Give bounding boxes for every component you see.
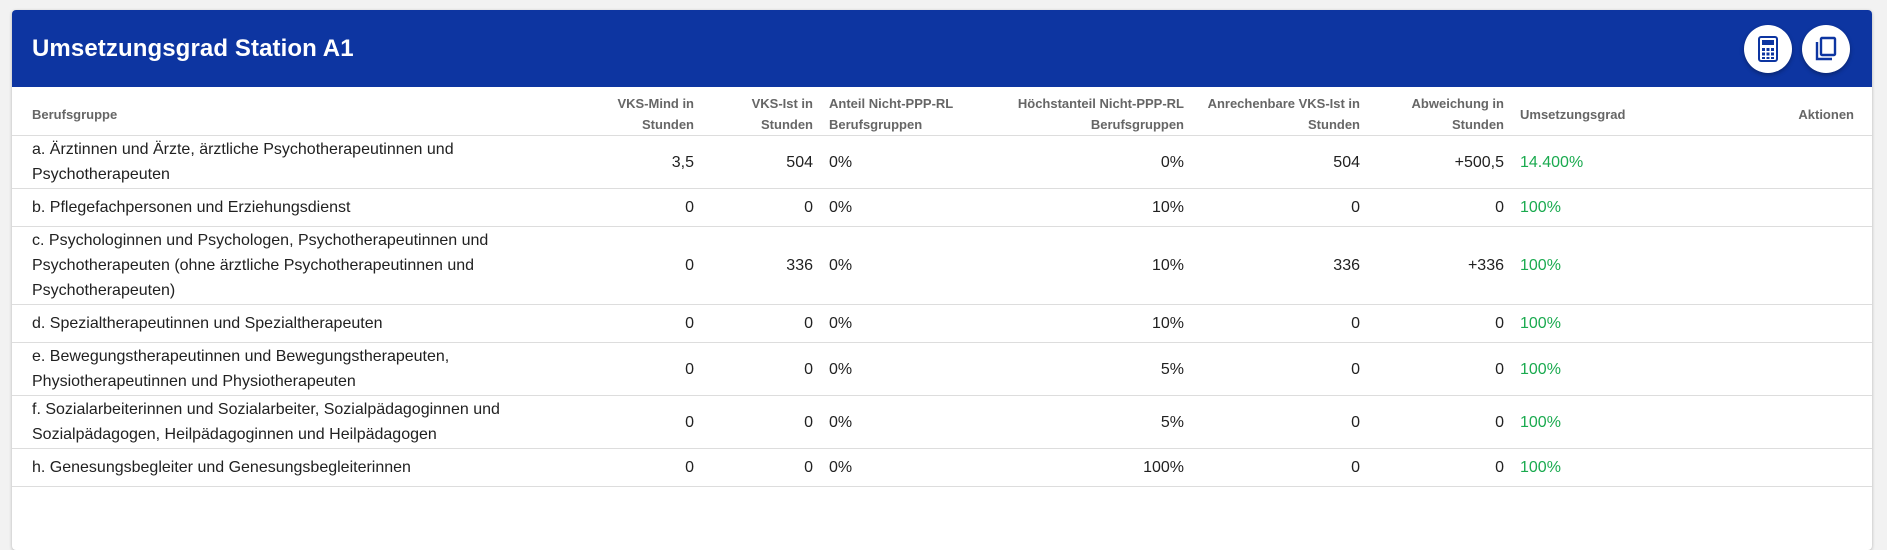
cell-vks-mind: 0 xyxy=(591,395,702,449)
cell-umsetzungsgrad: 14.400% xyxy=(1512,135,1662,189)
table-row[interactable]: f. Sozialarbeiterinnen und Sozialarbeite… xyxy=(12,395,1872,449)
cell-hoechstanteil: 0% xyxy=(985,135,1192,189)
table-row[interactable]: d. Spezialtherapeutinnen und Spezialther… xyxy=(12,304,1872,343)
col-header-hoechstanteil[interactable]: Höchstanteil Nicht-PPP-RL Berufsgruppen xyxy=(985,87,1192,136)
cell-umsetzungsgrad: 100% xyxy=(1512,226,1662,305)
cell-anrechenbare: 0 xyxy=(1192,304,1368,343)
cell-aktionen xyxy=(1662,226,1872,305)
cell-aktionen xyxy=(1662,135,1872,189)
cell-hoechstanteil: 10% xyxy=(985,226,1192,305)
cell-anrechenbare: 504 xyxy=(1192,135,1368,189)
col-header-abweichung[interactable]: Abweichung in Stunden xyxy=(1368,87,1512,136)
cell-aktionen xyxy=(1662,304,1872,343)
cell-anteil: 0% xyxy=(821,226,985,305)
cell-vks-ist: 0 xyxy=(702,342,821,396)
copy-button[interactable] xyxy=(1802,24,1850,73)
cell-abweichung: 0 xyxy=(1368,188,1512,227)
cell-vks-mind: 0 xyxy=(591,226,702,305)
cell-anteil: 0% xyxy=(821,188,985,227)
cell-vks-mind: 3,5 xyxy=(591,135,702,189)
cell-hoechstanteil: 100% xyxy=(985,448,1192,487)
cell-vks-mind: 0 xyxy=(591,342,702,396)
cell-umsetzungsgrad: 100% xyxy=(1512,304,1662,343)
copy-icon xyxy=(1815,36,1837,60)
cell-vks-ist: 0 xyxy=(702,188,821,227)
cell-berufsgruppe: f. Sozialarbeiterinnen und Sozialarbeite… xyxy=(12,395,591,449)
col-header-anteil[interactable]: Anteil Nicht-PPP-RL Berufsgruppen xyxy=(821,87,985,136)
table-row[interactable]: h. Genesungsbegleiter und Genesungsbegle… xyxy=(12,448,1872,487)
page-title: Umsetzungsgrad Station A1 xyxy=(32,34,354,62)
cell-umsetzungsgrad: 100% xyxy=(1512,448,1662,487)
card-header: Umsetzungsgrad Station A1 xyxy=(12,10,1872,87)
col-header-anrechenbare[interactable]: Anrechenbare VKS-Ist in Stunden xyxy=(1192,87,1368,136)
table-header-row: Berufsgruppe VKS-Mind in Stunden VKS-Ist… xyxy=(12,87,1872,136)
cell-vks-ist: 504 xyxy=(702,135,821,189)
table-row[interactable]: b. Pflegefachpersonen und Erziehungsdien… xyxy=(12,188,1872,227)
cell-aktionen xyxy=(1662,342,1872,396)
calculator-icon xyxy=(1758,35,1778,62)
cell-abweichung: 0 xyxy=(1368,342,1512,396)
table-row[interactable]: e. Bewegungstherapeutinnen und Bewegungs… xyxy=(12,342,1872,396)
cell-berufsgruppe: b. Pflegefachpersonen und Erziehungsdien… xyxy=(12,188,591,227)
cell-hoechstanteil: 10% xyxy=(985,188,1192,227)
cell-vks-mind: 0 xyxy=(591,448,702,487)
cell-vks-ist: 0 xyxy=(702,448,821,487)
cell-berufsgruppe: e. Bewegungstherapeutinnen und Bewegungs… xyxy=(12,342,591,396)
cell-vks-mind: 0 xyxy=(591,304,702,343)
cell-berufsgruppe: c. Psychologinnen und Psychologen, Psych… xyxy=(12,226,591,305)
cell-vks-ist: 0 xyxy=(702,304,821,343)
cell-anteil: 0% xyxy=(821,342,985,396)
cell-aktionen xyxy=(1662,448,1872,487)
cell-berufsgruppe: a. Ärztinnen und Ärzte, ärztliche Psycho… xyxy=(12,135,591,189)
cell-vks-ist: 0 xyxy=(702,395,821,449)
cell-umsetzungsgrad: 100% xyxy=(1512,342,1662,396)
col-header-berufsgruppe[interactable]: Berufsgruppe xyxy=(12,87,591,136)
umsetzungsgrad-card: Umsetzungsgrad Station A1 xyxy=(12,10,1872,550)
cell-umsetzungsgrad: 100% xyxy=(1512,395,1662,449)
header-actions xyxy=(1744,24,1850,73)
cell-umsetzungsgrad: 100% xyxy=(1512,188,1662,227)
cell-anteil: 0% xyxy=(821,304,985,343)
cell-anrechenbare: 0 xyxy=(1192,448,1368,487)
table-row[interactable]: a. Ärztinnen und Ärzte, ärztliche Psycho… xyxy=(12,135,1872,189)
cell-abweichung: 0 xyxy=(1368,395,1512,449)
cell-vks-mind: 0 xyxy=(591,188,702,227)
calculator-button[interactable] xyxy=(1744,24,1792,73)
cell-anrechenbare: 0 xyxy=(1192,342,1368,396)
cell-hoechstanteil: 5% xyxy=(985,342,1192,396)
col-header-aktionen: Aktionen xyxy=(1662,87,1872,136)
cell-abweichung: 0 xyxy=(1368,448,1512,487)
cell-anrechenbare: 0 xyxy=(1192,395,1368,449)
col-header-vks-mind[interactable]: VKS-Mind in Stunden xyxy=(591,87,702,136)
cell-anteil: 0% xyxy=(821,448,985,487)
cell-berufsgruppe: h. Genesungsbegleiter und Genesungsbegle… xyxy=(12,448,591,487)
cell-abweichung: +336 xyxy=(1368,226,1512,305)
umsetzungsgrad-table: Berufsgruppe VKS-Mind in Stunden VKS-Ist… xyxy=(12,87,1872,487)
cell-berufsgruppe: d. Spezialtherapeutinnen und Spezialther… xyxy=(12,304,591,343)
col-header-vks-ist[interactable]: VKS-Ist in Stunden xyxy=(702,87,821,136)
cell-anrechenbare: 336 xyxy=(1192,226,1368,305)
cell-aktionen xyxy=(1662,395,1872,449)
cell-anrechenbare: 0 xyxy=(1192,188,1368,227)
table-row[interactable]: c. Psychologinnen und Psychologen, Psych… xyxy=(12,226,1872,305)
cell-hoechstanteil: 10% xyxy=(985,304,1192,343)
cell-anteil: 0% xyxy=(821,395,985,449)
col-header-umsetzungsgrad[interactable]: Umsetzungsgrad xyxy=(1512,87,1662,136)
cell-aktionen xyxy=(1662,188,1872,227)
cell-abweichung: +500,5 xyxy=(1368,135,1512,189)
cell-hoechstanteil: 5% xyxy=(985,395,1192,449)
cell-abweichung: 0 xyxy=(1368,304,1512,343)
cell-vks-ist: 336 xyxy=(702,226,821,305)
cell-anteil: 0% xyxy=(821,135,985,189)
